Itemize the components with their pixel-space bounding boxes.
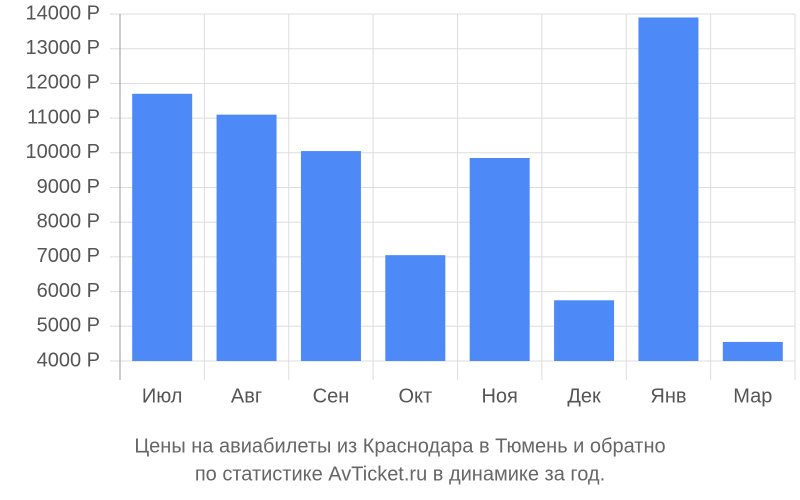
x-tick-label: Окт — [398, 385, 432, 407]
y-tick-label: 9000 Р — [37, 176, 100, 198]
x-tick-label: Июл — [142, 385, 183, 407]
x-tick-label: Янв — [650, 385, 686, 407]
caption-line: Цены на авиабилеты из Краснодара в Тюмен… — [134, 435, 665, 457]
bar — [638, 17, 699, 361]
y-tick-label: 11000 Р — [27, 106, 100, 128]
caption-line: по статистике AvTicket.ru в динамике за … — [195, 463, 605, 485]
y-tick-label: 12000 Р — [25, 72, 100, 94]
y-tick-label: 5000 Р — [37, 315, 100, 337]
x-tick-label: Сен — [313, 385, 350, 407]
bar — [722, 341, 783, 361]
bar — [300, 151, 361, 361]
y-tick-label: 10000 Р — [25, 141, 100, 163]
bar — [132, 93, 193, 361]
y-tick-label: 7000 Р — [37, 245, 100, 267]
bar — [469, 158, 530, 361]
bar — [385, 255, 446, 361]
y-tick-label: 13000 Р — [25, 37, 100, 59]
x-tick-label: Авг — [231, 385, 262, 407]
x-tick-label: Дек — [567, 385, 601, 407]
bar — [216, 114, 277, 361]
bar — [554, 300, 615, 361]
y-tick-label: 6000 Р — [37, 280, 100, 302]
y-tick-label: 14000 Р — [25, 2, 100, 24]
x-tick-label: Мар — [733, 385, 772, 407]
x-tick-label: Ноя — [481, 385, 517, 407]
y-tick-label: 8000 Р — [37, 210, 100, 232]
y-tick-label: 4000 Р — [37, 349, 100, 371]
